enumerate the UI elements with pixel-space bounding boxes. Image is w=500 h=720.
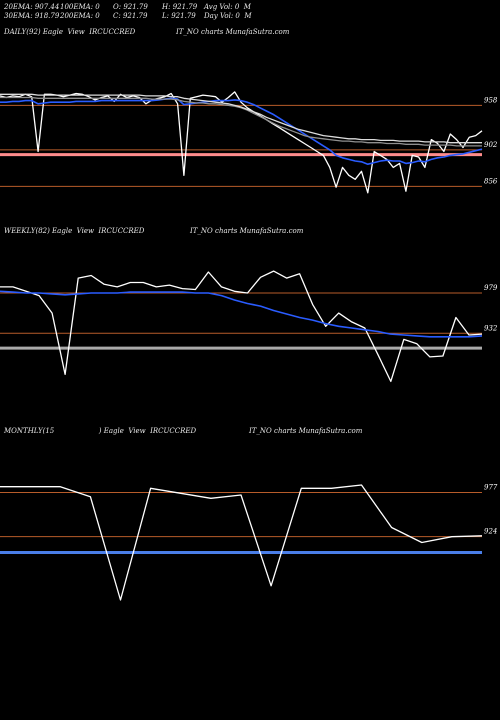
daily-ma_white-line [0,93,482,144]
daily-level-label-1: 902 [484,141,498,149]
monthly-level-label-0: 977 [484,484,498,492]
header-dayvol: Day Vol: 0 M [204,12,252,20]
weekly-title-left: WEEKLY(82) Eagle View IRCUCCRED [4,227,145,235]
header-avgvol: Avg Vol: 0 M [204,3,251,11]
weekly-ema-line [0,290,483,338]
daily-ema-line [0,97,483,165]
header-low: L: 921.79 [162,12,196,20]
weekly-level-label-1: 932 [484,324,498,332]
header-ema30: 30EMA: 918.79 [4,12,60,20]
header-close: C: 921.79 [113,12,148,20]
header-ema200: 200EMA: 0 [60,12,100,20]
weekly-price-line [0,270,483,383]
monthly-title-left: MONTHLY(15 ) Eagle View IRCUCCRED [4,427,197,435]
header-ema20: 20EMA: 907.44 [4,3,60,11]
weekly-level-label-0: 979 [484,284,498,292]
monthly-title-right: IT_NO charts MunafaSutra.com [249,427,363,435]
header-ema100: 100EMA: 0 [60,3,100,11]
daily-title-left: DAILY(92) Eagle View IRCUCCRED [4,28,136,36]
daily-level-label-3: 856 [484,177,498,185]
daily-title-right: IT_NO charts MunafaSutra.com [176,28,290,36]
monthly-price-line [0,484,483,601]
weekly-title-right: IT_NO charts MunafaSutra.com [190,227,304,235]
daily-level-label-0: 958 [484,96,498,104]
daily-ma_gray-line [0,96,482,147]
daily-price-line [0,91,483,194]
monthly-level-label-1: 924 [484,528,497,536]
header-open: O: 921.79 [113,3,148,11]
header-high: H: 921.79 [162,3,198,11]
